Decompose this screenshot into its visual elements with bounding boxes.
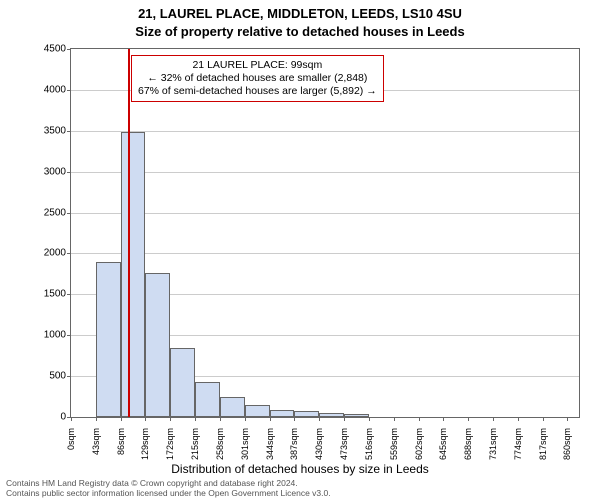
xtick-label: 516sqm xyxy=(364,428,374,464)
xtick-label: 172sqm xyxy=(165,428,175,464)
xtick-mark xyxy=(96,417,97,421)
xtick-label: 860sqm xyxy=(562,428,572,464)
xtick-label: 602sqm xyxy=(414,428,424,464)
xtick-mark xyxy=(567,417,568,421)
title-line1: 21, LAUREL PLACE, MIDDLETON, LEEDS, LS10… xyxy=(0,6,600,21)
xtick-mark xyxy=(419,417,420,421)
xtick-label: 215sqm xyxy=(190,428,200,464)
histogram-bar xyxy=(319,413,344,417)
ytick-label: 4500 xyxy=(36,44,66,55)
xtick-mark xyxy=(71,417,72,421)
xtick-mark xyxy=(543,417,544,421)
xtick-mark xyxy=(319,417,320,421)
histogram-bar xyxy=(220,397,245,417)
xtick-label: 645sqm xyxy=(438,428,448,464)
xtick-label: 473sqm xyxy=(339,428,349,464)
xtick-mark xyxy=(145,417,146,421)
histogram-bar xyxy=(170,348,195,418)
histogram-bar xyxy=(344,414,369,417)
histogram-bar xyxy=(270,410,295,417)
xtick-mark xyxy=(220,417,221,421)
ytick-label: 3500 xyxy=(36,125,66,136)
xtick-mark xyxy=(493,417,494,421)
footer: Contains HM Land Registry data © Crown c… xyxy=(6,478,331,498)
xtick-label: 301sqm xyxy=(240,428,250,464)
legend-line2: ← 32% of detached houses are smaller (2,… xyxy=(138,72,377,85)
xtick-mark xyxy=(195,417,196,421)
ytick-label: 4000 xyxy=(36,84,66,95)
xtick-label: 43sqm xyxy=(91,428,101,464)
xtick-label: 258sqm xyxy=(215,428,225,464)
marker-line xyxy=(128,49,130,417)
histogram-bar xyxy=(294,411,319,417)
xtick-label: 774sqm xyxy=(513,428,523,464)
ytick-label: 1500 xyxy=(36,289,66,300)
title-line2: Size of property relative to detached ho… xyxy=(0,24,600,39)
footer-line1: Contains HM Land Registry data © Crown c… xyxy=(6,478,331,488)
xtick-mark xyxy=(270,417,271,421)
xtick-label: 344sqm xyxy=(265,428,275,464)
xtick-label: 387sqm xyxy=(289,428,299,464)
histogram-bar xyxy=(96,262,121,417)
plot-area: 21 LAUREL PLACE: 99sqm ← 32% of detached… xyxy=(70,48,580,418)
ytick-label: 2000 xyxy=(36,248,66,259)
histogram-bar xyxy=(195,382,220,417)
xtick-label: 430sqm xyxy=(314,428,324,464)
ytick-label: 1000 xyxy=(36,330,66,341)
xtick-mark xyxy=(170,417,171,421)
x-axis-label: Distribution of detached houses by size … xyxy=(0,462,600,476)
footer-line2: Contains public sector information licen… xyxy=(6,488,331,498)
xtick-label: 86sqm xyxy=(116,428,126,464)
ytick-label: 3000 xyxy=(36,166,66,177)
xtick-label: 559sqm xyxy=(389,428,399,464)
legend-line1: 21 LAUREL PLACE: 99sqm xyxy=(138,59,377,72)
chart-container: 21, LAUREL PLACE, MIDDLETON, LEEDS, LS10… xyxy=(0,0,600,500)
ytick-label: 2500 xyxy=(36,207,66,218)
xtick-mark xyxy=(294,417,295,421)
xtick-mark xyxy=(468,417,469,421)
xtick-mark xyxy=(245,417,246,421)
xtick-mark xyxy=(369,417,370,421)
ytick-label: 0 xyxy=(36,412,66,423)
histogram-bar xyxy=(245,405,270,417)
legend-line3: 67% of semi-detached houses are larger (… xyxy=(138,85,377,98)
bars-layer xyxy=(71,49,579,417)
histogram-bar xyxy=(145,273,170,417)
xtick-mark xyxy=(394,417,395,421)
xtick-label: 688sqm xyxy=(463,428,473,464)
xtick-mark xyxy=(121,417,122,421)
ytick-label: 500 xyxy=(36,371,66,382)
xtick-label: 817sqm xyxy=(538,428,548,464)
xtick-mark xyxy=(443,417,444,421)
histogram-bar xyxy=(121,132,146,417)
xtick-mark xyxy=(518,417,519,421)
xtick-mark xyxy=(344,417,345,421)
xtick-label: 731sqm xyxy=(488,428,498,464)
xtick-label: 129sqm xyxy=(140,428,150,464)
legend-box: 21 LAUREL PLACE: 99sqm ← 32% of detached… xyxy=(131,55,384,102)
xtick-label: 0sqm xyxy=(66,428,76,464)
